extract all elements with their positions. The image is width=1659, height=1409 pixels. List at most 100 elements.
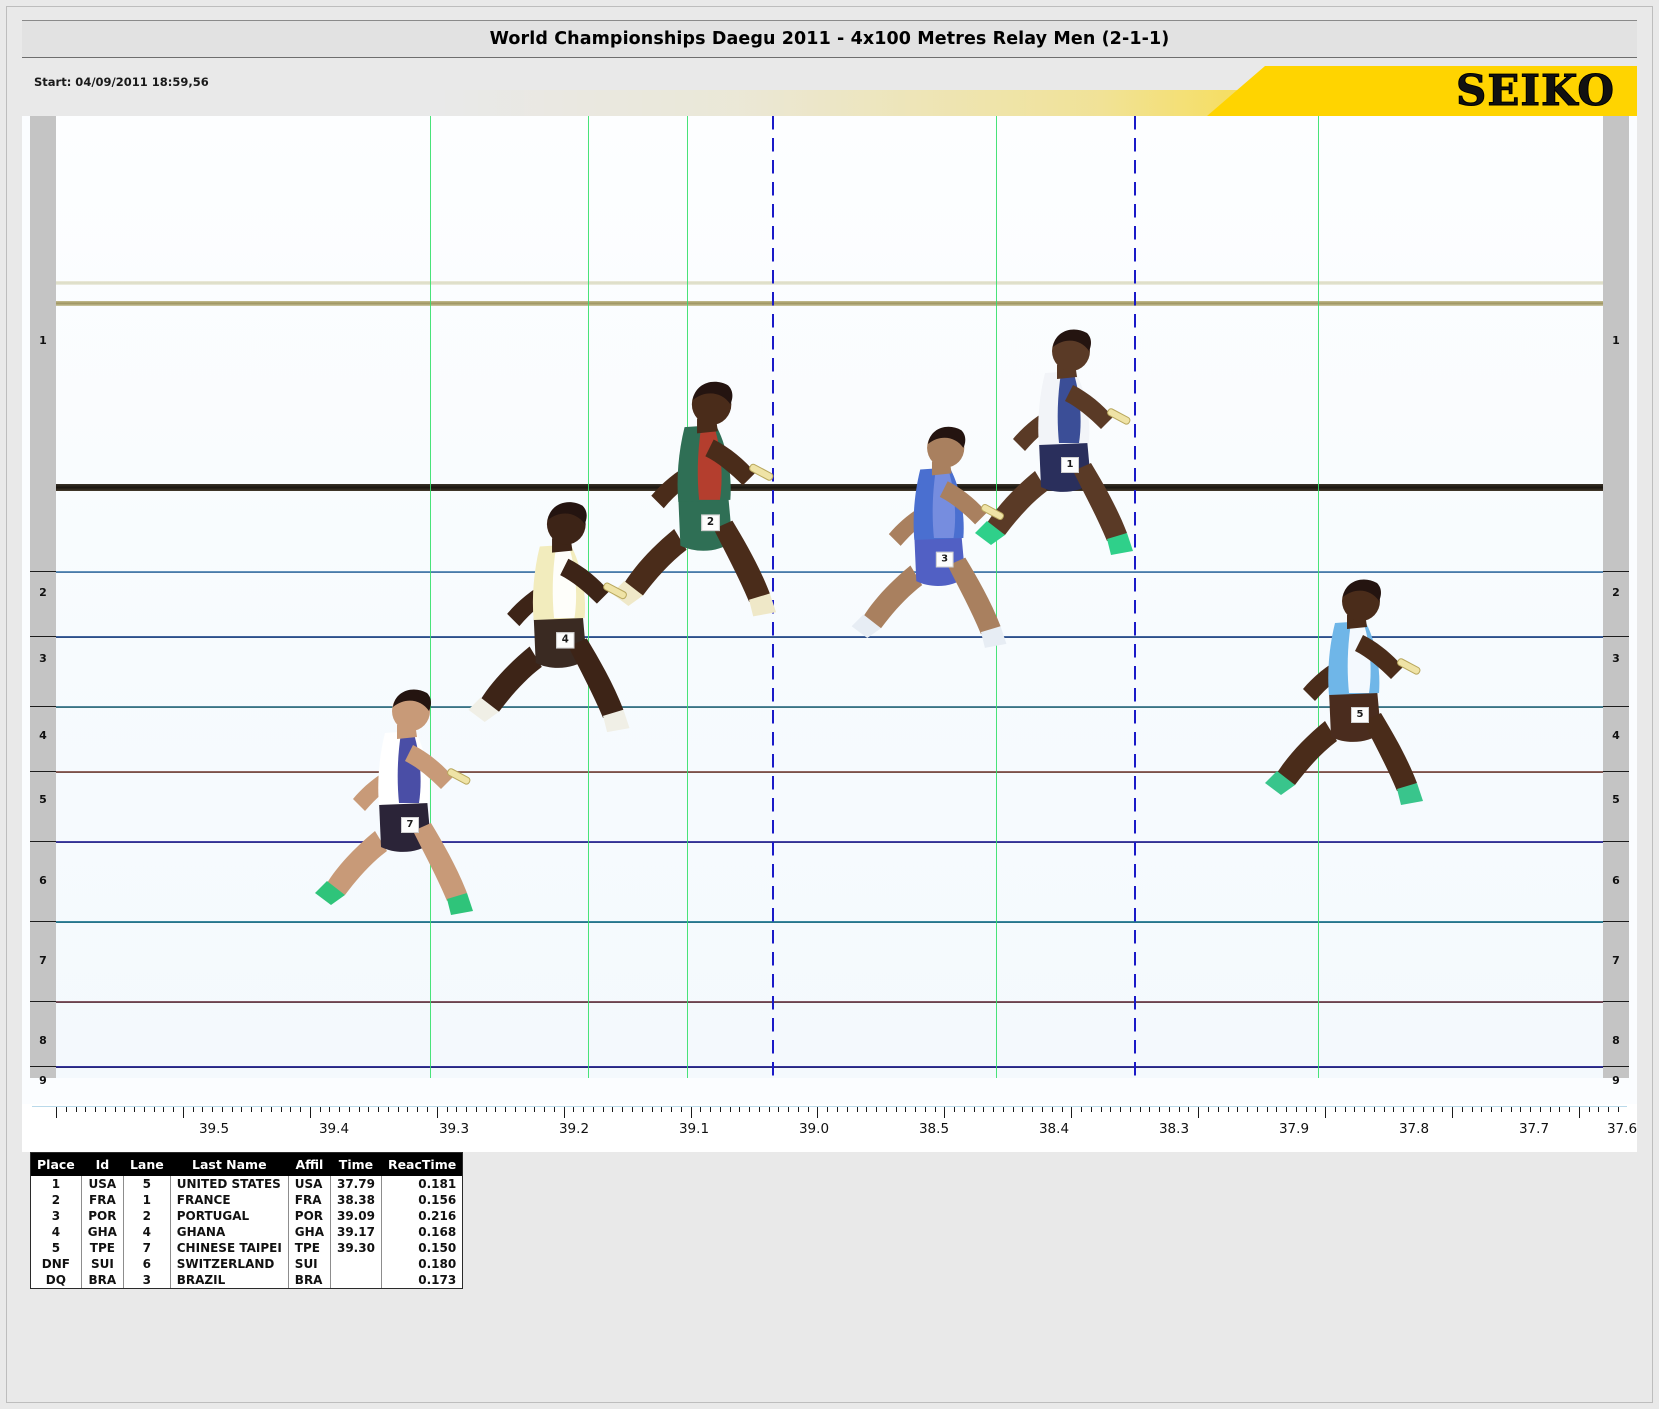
axis-tick — [1510, 1107, 1512, 1112]
seiko-logo: SEIKO — [1456, 66, 1615, 115]
runner-bib-5: 5 — [1351, 707, 1369, 723]
axis-tick — [104, 1107, 106, 1112]
page-title: World Championships Daegu 2011 - 4x100 M… — [489, 29, 1170, 49]
axis-tick — [573, 1107, 575, 1112]
axis-tick — [1422, 1107, 1424, 1112]
axis-tick — [1139, 1107, 1141, 1112]
axis-tick — [954, 1107, 956, 1112]
axis-tick — [339, 1107, 341, 1112]
lane-separator — [30, 706, 56, 707]
axis-tick — [319, 1107, 321, 1112]
axis-tick — [1022, 1107, 1024, 1112]
table-row[interactable]: DQ BRA 3 BRAZIL BRA 0.173 — [31, 1272, 463, 1288]
axis-tick — [1207, 1107, 1209, 1112]
axis-label-38.4: 38.4 — [1038, 1121, 1070, 1137]
lane-separator — [1603, 706, 1629, 707]
axis-tick — [1432, 1107, 1434, 1112]
lane-separator — [1603, 841, 1629, 842]
axis-tick — [329, 1107, 331, 1112]
axis-tick — [1471, 1107, 1473, 1112]
results-column-affil: Affil — [288, 1153, 331, 1176]
axis-label-39.1: 39.1 — [678, 1121, 710, 1137]
axis-tick — [1178, 1107, 1180, 1112]
axis-tick — [1393, 1107, 1395, 1112]
cell-lane: 7 — [123, 1240, 171, 1256]
cell-time: 37.79 — [330, 1176, 382, 1192]
axis-tick — [885, 1107, 887, 1112]
axis-tick — [1598, 1107, 1600, 1112]
axis-tick — [1256, 1107, 1258, 1112]
axis-tick — [1198, 1107, 1200, 1118]
lane-number-1: 1 — [1612, 334, 1620, 347]
axis-tick — [1149, 1107, 1151, 1112]
axis-tick — [1188, 1107, 1190, 1112]
cell-id: USA — [81, 1176, 124, 1192]
axis-tick — [514, 1107, 516, 1112]
axis-label-39.0: 39.0 — [798, 1121, 830, 1137]
lane-separator — [1603, 1066, 1629, 1067]
lane-number-4: 4 — [1612, 729, 1620, 742]
axis-tick — [378, 1107, 380, 1112]
seiko-banner: SEIKO — [437, 58, 1637, 116]
time-axis-line — [32, 1106, 1627, 1107]
results-column-reactime: ReacTime — [381, 1153, 463, 1176]
table-row[interactable]: 3 POR 2 PORTUGAL POR 39.09 0.216 — [31, 1208, 463, 1224]
axis-tick — [729, 1107, 731, 1112]
axis-tick — [309, 1107, 311, 1118]
lane-line — [56, 841, 1603, 843]
axis-tick — [446, 1107, 448, 1112]
axis-tick — [1549, 1107, 1551, 1112]
axis-tick — [56, 1107, 57, 1118]
photo-finish-image: 1 2 3 4 5 6 7 8 9 1 2 3 4 5 6 7 8 9 1 2 3 4 5 7 — [22, 116, 1637, 1104]
axis-tick — [856, 1107, 858, 1112]
axis-tick — [134, 1107, 136, 1112]
table-row[interactable]: 4 GHA 4 GHANA GHA 39.17 0.168 — [31, 1224, 463, 1240]
axis-tick — [758, 1107, 760, 1112]
lane-line — [56, 771, 1603, 773]
cell-react-time: 0.156 — [381, 1192, 463, 1208]
track-edge-band — [56, 301, 1603, 306]
lane-separator — [1603, 571, 1629, 572]
cell-last-name: GHANA — [170, 1224, 289, 1240]
table-row[interactable]: 5 TPE 7 CHINESE TAIPEI TPE 39.30 0.150 — [31, 1240, 463, 1256]
axis-tick — [1559, 1107, 1561, 1112]
axis-tick — [680, 1107, 682, 1112]
cell-place: 5 — [31, 1240, 82, 1256]
axis-tick — [534, 1107, 536, 1112]
lane-separator — [1603, 771, 1629, 772]
axis-tick — [1081, 1107, 1083, 1112]
axis-tick — [973, 1107, 975, 1112]
runner-bib-7: 7 — [401, 817, 419, 833]
runner-figure-bib-5: 5 — [1251, 571, 1441, 821]
axis-tick — [788, 1107, 790, 1112]
cell-last-name: FRANCE — [170, 1192, 289, 1208]
axis-tick — [1325, 1107, 1327, 1118]
axis-tick — [241, 1107, 243, 1112]
runner-svg-7 — [315, 689, 473, 915]
axis-tick — [1286, 1107, 1288, 1112]
results-header-row: Place Id Lane Last Name Affil Time ReacTime — [31, 1153, 463, 1176]
axis-tick — [1217, 1107, 1219, 1112]
axis-tick — [631, 1107, 633, 1112]
cell-time: 39.09 — [330, 1208, 382, 1224]
axis-tick — [417, 1107, 419, 1112]
axis-tick — [1383, 1107, 1385, 1112]
axis-tick — [1237, 1107, 1239, 1112]
axis-tick — [456, 1107, 458, 1112]
axis-tick — [1305, 1107, 1307, 1112]
table-row[interactable]: DNF SUI 6 SWITZERLAND SUI 0.180 — [31, 1256, 463, 1272]
table-row[interactable]: 1 USA 5 UNITED STATES USA 37.79 0.181 — [31, 1176, 463, 1192]
axis-tick — [1061, 1107, 1063, 1112]
axis-tick — [202, 1107, 204, 1112]
table-row[interactable]: 2 FRA 1 FRANCE FRA 38.38 0.156 — [31, 1192, 463, 1208]
axis-tick — [231, 1107, 233, 1112]
finish-gridline — [996, 116, 997, 1078]
cell-lane: 1 — [123, 1192, 171, 1208]
axis-tick — [1491, 1107, 1493, 1112]
cell-react-time: 0.150 — [381, 1240, 463, 1256]
lane-number-5: 5 — [1612, 793, 1620, 806]
axis-tick — [466, 1107, 468, 1112]
axis-tick — [622, 1107, 624, 1112]
axis-tick — [1012, 1107, 1014, 1112]
axis-tick — [1266, 1107, 1268, 1112]
